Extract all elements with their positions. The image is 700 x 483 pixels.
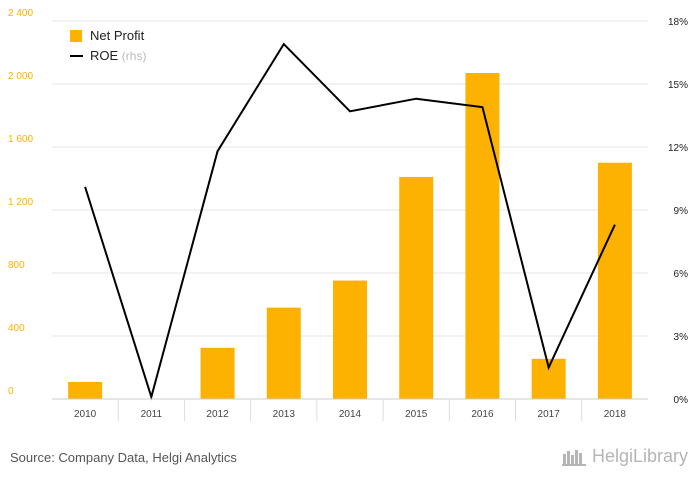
legend: Net Profit ROE (rhs) [70,28,146,63]
legend-suffix-rhs: (rhs) [122,49,147,63]
axes: 0 0% 400 3% 800 6% 1 200 9% 1 600 12% 2 000 15% 2 40… [8,8,688,421]
y-right-tick-label: 12% [668,143,688,154]
x-tick-label: 2012 [206,409,229,420]
y-left-tick-label: 0 [8,386,14,397]
legend-label-net-profit: Net Profit [90,28,145,43]
library-icon [561,449,586,466]
y-left-tick-label: 1 200 [8,197,33,208]
y-right-tick-label: 0% [674,395,689,406]
grid [52,20,648,400]
chart: 0 0% 400 3% 800 6% 1 200 9% 1 600 12% 2 000 15% 2 40… [8,8,688,421]
x-tick-label: 2010 [74,409,97,420]
legend-swatch-net-profit [70,30,82,42]
bar-net-profit [399,176,434,399]
bar-net-profit [333,280,367,399]
y-left-tick-label: 1 600 [8,134,33,145]
x-tick-label: 2016 [471,409,494,420]
y-left-tick-label: 800 [8,260,25,271]
y-right-tick-label: 18% [668,17,688,28]
bar-net-profit [465,72,500,399]
x-tick-label: 2013 [273,409,296,420]
legend-label-roe: ROE (rhs) [90,48,146,63]
x-tick-label: 2018 [604,409,627,420]
brand-name: HelgiLibrary [591,446,688,466]
roe-line [84,42,616,401]
bar-net-profit [597,162,632,399]
x-tick-label: 2017 [538,409,561,420]
brand-logo: HelgiLibrary [561,446,688,467]
source-note: Source: Company Data, Helgi Analytics [10,450,237,465]
y-right-tick-label: 9% [674,206,689,217]
y-right-tick-label: 3% [674,332,689,343]
y-right-tick-label: 15% [668,80,688,91]
x-tick-label: 2015 [405,409,428,420]
x-tick-label: 2011 [141,409,163,420]
x-tick-label: 2014 [339,409,362,420]
bar-net-profit [200,347,235,399]
y-left-tick-label: 2 400 [8,8,33,19]
y-left-tick-label: 400 [8,323,25,334]
bar-net-profit [68,381,103,399]
y-left-tick-label: 2 000 [8,71,33,82]
y-right-tick-label: 6% [674,269,689,280]
bar-net-profit [266,307,301,399]
bars [68,72,632,399]
